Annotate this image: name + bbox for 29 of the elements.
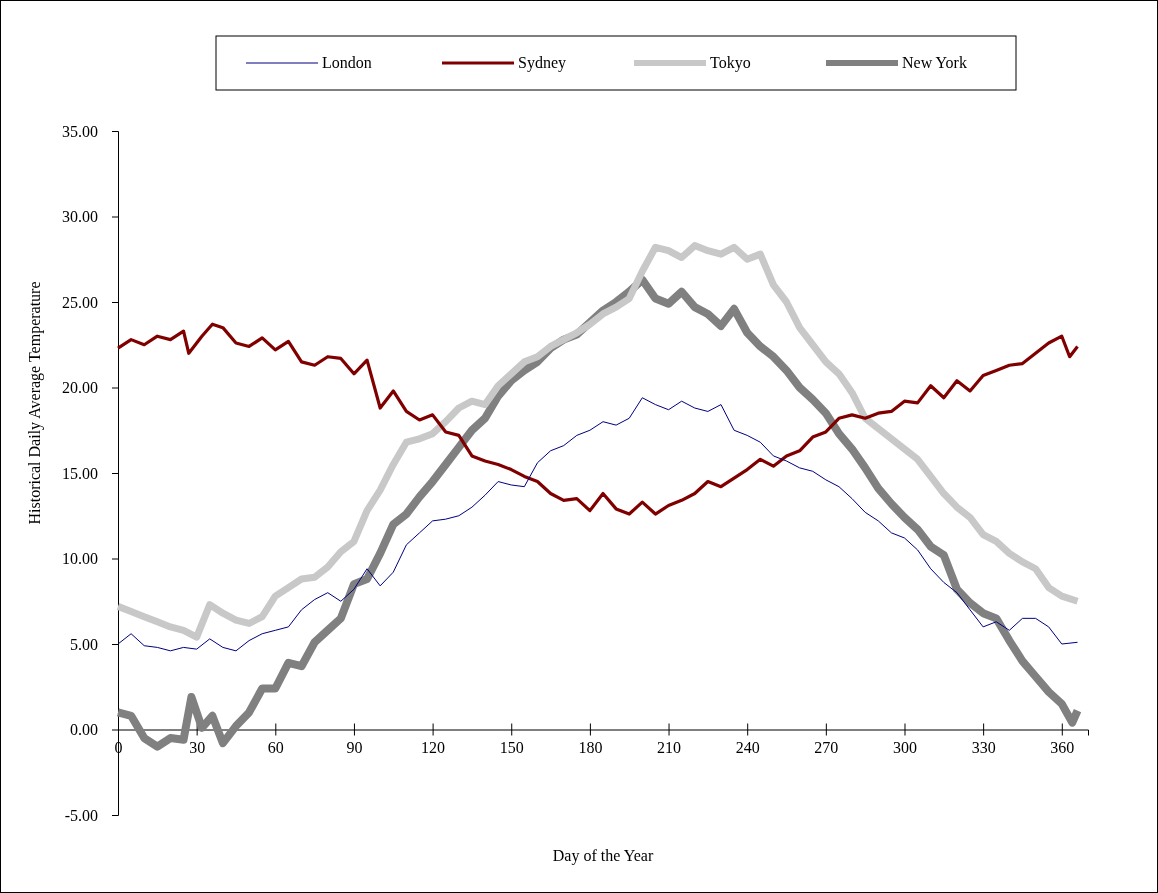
y-tick-label: 30.00 <box>62 208 98 226</box>
legend-label: Sydney <box>518 54 566 72</box>
x-tick-label: 90 <box>346 738 363 756</box>
legend-label: New York <box>902 54 967 71</box>
y-tick-label: 10.00 <box>62 550 98 568</box>
line-series <box>116 322 1080 516</box>
x-tick-label: 360 <box>1050 738 1075 756</box>
x-tick-label: 30 <box>189 738 206 756</box>
x-tick-label: 210 <box>657 738 682 756</box>
x-tick-label: 150 <box>499 738 524 756</box>
x-tick-label: 60 <box>267 738 284 756</box>
x-tick-label: 120 <box>421 738 446 756</box>
y-tick-label: 5.00 <box>70 635 98 653</box>
y-tick-label: 15.00 <box>62 464 98 482</box>
x-tick-label: 240 <box>735 738 760 756</box>
y-tick-label: 20.00 <box>62 379 98 397</box>
x-axis-title: Day of the Year <box>552 847 654 865</box>
y-axis-title: Historical Daily Average Temperature <box>26 281 44 525</box>
x-tick-label: 330 <box>971 738 996 756</box>
x-tick-label: 270 <box>814 738 839 756</box>
y-tick-label: -5.00 <box>64 806 98 824</box>
y-tick-label: 25.00 <box>62 293 98 311</box>
x-tick-label: 180 <box>578 738 603 756</box>
y-tick-label: 35.00 <box>62 122 98 140</box>
line-series <box>117 397 1079 652</box>
y-tick-label: 0.00 <box>70 721 98 739</box>
legend-label: London <box>322 54 372 71</box>
x-tick-label: 300 <box>892 738 917 756</box>
legend-label: Tokyo <box>710 54 751 72</box>
